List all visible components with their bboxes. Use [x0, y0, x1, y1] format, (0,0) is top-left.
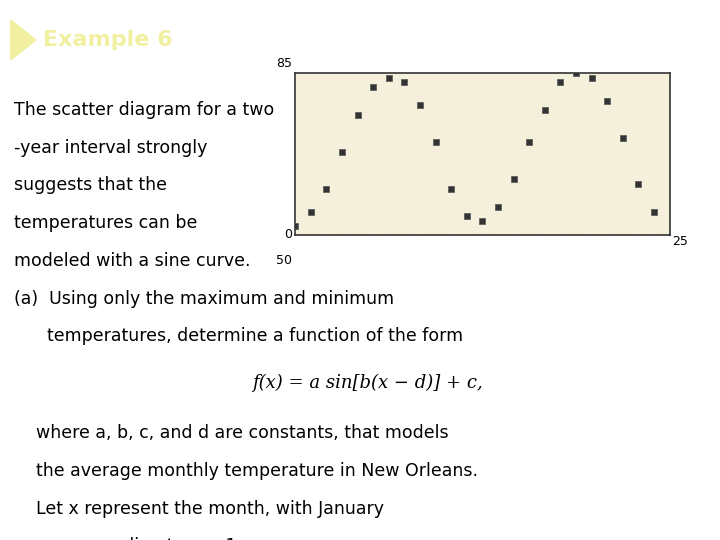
Text: 85: 85 [276, 57, 292, 70]
Polygon shape [11, 20, 36, 60]
Point [477, 217, 488, 225]
Text: 0: 0 [284, 228, 292, 241]
Point [414, 101, 426, 110]
Text: SINE FUNCTION (continued): SINE FUNCTION (continued) [202, 48, 506, 67]
Text: 50: 50 [276, 254, 292, 267]
Point [446, 184, 457, 193]
Text: MODELING TEMPERATURE WITH A: MODELING TEMPERATURE WITH A [202, 16, 572, 35]
Point [399, 78, 410, 86]
Text: 25: 25 [672, 235, 688, 248]
Point [523, 138, 535, 147]
Point [508, 175, 519, 184]
Text: temperatures, determine a function of the form: temperatures, determine a function of th… [14, 327, 464, 346]
Text: 28: 28 [681, 513, 698, 526]
Text: PEARSON: PEARSON [590, 513, 676, 526]
Point [570, 69, 582, 77]
Point [289, 221, 301, 230]
Point [336, 147, 348, 156]
Point [539, 106, 551, 114]
Text: -year interval strongly: -year interval strongly [14, 139, 208, 157]
Point [554, 78, 566, 86]
Point [633, 180, 644, 188]
Point [492, 203, 504, 212]
Point [305, 207, 317, 216]
Point [601, 96, 613, 105]
Point [586, 73, 598, 82]
Point [617, 133, 629, 142]
Text: corresponding to x = 1.: corresponding to x = 1. [36, 537, 242, 540]
Text: where a, b, c, and d are constants, that models: where a, b, c, and d are constants, that… [36, 424, 449, 442]
Point [320, 184, 332, 193]
Point [430, 138, 441, 147]
Text: Copyright © 2017, 2013, 2009 Pearson Education, Inc.: Copyright © 2017, 2013, 2009 Pearson Edu… [226, 515, 494, 525]
Text: suggests that the: suggests that the [14, 177, 167, 194]
Text: the average monthly temperature in New Orleans.: the average monthly temperature in New O… [36, 462, 478, 480]
Point [367, 83, 379, 91]
Text: modeled with a sine curve.: modeled with a sine curve. [14, 252, 251, 270]
Text: ALWAYS LEARNING: ALWAYS LEARNING [14, 515, 95, 524]
Point [648, 207, 660, 216]
Text: temperatures can be: temperatures can be [14, 214, 198, 232]
Text: f(x) = a sin[b(x − d)] + c,: f(x) = a sin[b(x − d)] + c, [252, 374, 482, 392]
Point [461, 212, 472, 221]
Text: Example 6: Example 6 [43, 30, 173, 50]
Point [383, 73, 395, 82]
Point [352, 110, 364, 119]
Text: Let x represent the month, with January: Let x represent the month, with January [36, 500, 384, 517]
Text: (a)  Using only the maximum and minimum: (a) Using only the maximum and minimum [14, 289, 395, 308]
Text: The scatter diagram for a two: The scatter diagram for a two [14, 101, 274, 119]
